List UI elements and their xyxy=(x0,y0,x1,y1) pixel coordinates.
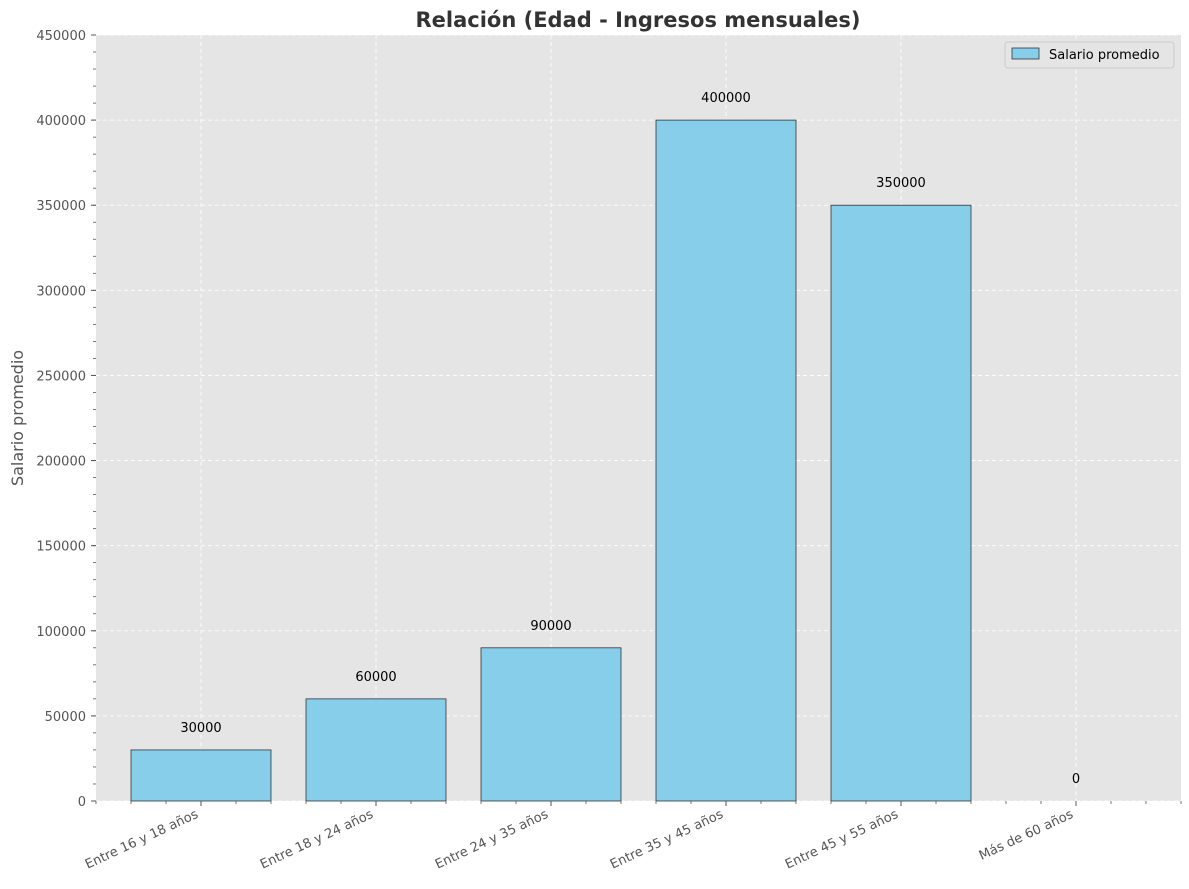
chart-title: Relación (Edad - Ingresos mensuales) xyxy=(416,8,861,32)
data-labels: 30000 60000 90000 400000 350000 0 xyxy=(180,91,1080,787)
bar-2 xyxy=(305,698,447,802)
y-axis: 0 50000 100000 150000 200000 250000 300000 3500… xyxy=(36,29,96,810)
x-tick-label: Entre 35 y 45 años xyxy=(608,807,726,873)
x-tick-label: Entre 24 y 35 años xyxy=(433,807,551,873)
data-label-6: 0 xyxy=(1072,772,1080,787)
y-axis-label: Salario promedio xyxy=(8,350,27,486)
x-axis: Entre 16 y 18 años Entre 18 y 24 años Entr… xyxy=(83,801,1182,873)
y-tick-label: 0 xyxy=(78,795,86,810)
x-tick-label: Entre 45 y 55 años xyxy=(783,807,901,873)
x-tick-label: Entre 16 y 18 años xyxy=(83,807,201,873)
data-label-5: 350000 xyxy=(876,176,926,191)
y-tick-label: 150000 xyxy=(36,540,86,555)
data-label-4: 400000 xyxy=(701,91,751,106)
data-label-3: 90000 xyxy=(530,619,571,634)
bar-3 xyxy=(480,647,622,802)
legend-label: Salario promedio xyxy=(1049,48,1160,63)
y-tick-label: 450000 xyxy=(36,29,86,44)
legend: Salario promedio xyxy=(1004,41,1175,69)
bar-1 xyxy=(130,749,272,802)
bar-5 xyxy=(830,204,972,802)
y-tick-label: 350000 xyxy=(36,199,86,214)
legend-box xyxy=(1004,41,1175,69)
plot-background xyxy=(96,35,1181,801)
bars xyxy=(130,119,972,802)
y-tick-label: 250000 xyxy=(36,369,86,384)
data-label-2: 60000 xyxy=(355,670,396,685)
legend-swatch xyxy=(1011,47,1040,60)
bar-4 xyxy=(655,119,797,802)
x-tick-label: Entre 18 y 24 años xyxy=(258,807,376,873)
y-tick-label: 200000 xyxy=(36,455,86,470)
y-tick-label: 100000 xyxy=(36,625,86,640)
data-label-1: 30000 xyxy=(180,721,221,736)
y-tick-label: 300000 xyxy=(36,284,86,299)
y-tick-label: 400000 xyxy=(36,114,86,129)
x-tick-label: Más de 60 años xyxy=(977,807,1076,864)
y-tick-label: 50000 xyxy=(45,710,86,725)
